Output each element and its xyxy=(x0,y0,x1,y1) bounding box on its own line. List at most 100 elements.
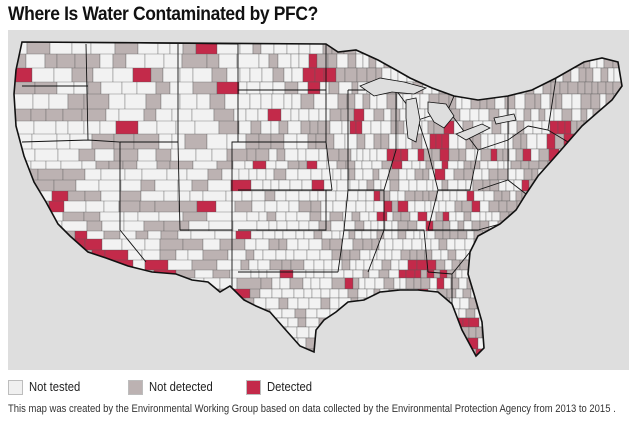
county-cell xyxy=(24,337,44,354)
county-cell xyxy=(389,317,397,328)
county-cell xyxy=(518,42,527,55)
county-cell xyxy=(285,190,300,202)
county-cell xyxy=(429,277,438,290)
county-cell xyxy=(604,133,614,150)
county-cell xyxy=(455,269,463,279)
county-cell xyxy=(584,230,596,240)
county-cell xyxy=(483,277,495,290)
county-cell xyxy=(169,326,191,343)
county-cell xyxy=(333,133,346,150)
county-cell xyxy=(190,358,206,370)
county-cell xyxy=(496,249,504,261)
county-cell xyxy=(565,160,577,170)
county-cell xyxy=(422,168,430,181)
county-cell xyxy=(313,259,325,271)
county-cell xyxy=(66,297,85,314)
county-cell xyxy=(226,348,246,356)
county-cell xyxy=(483,337,495,350)
county-cell xyxy=(298,200,312,213)
county-cell xyxy=(507,308,518,319)
county-cell xyxy=(404,190,416,202)
county-cell xyxy=(402,238,413,251)
county-cell xyxy=(283,67,293,83)
county-cell xyxy=(590,120,602,135)
county-cell xyxy=(482,81,494,95)
county-cell xyxy=(409,249,418,261)
county-cell xyxy=(156,337,174,354)
county-cell xyxy=(271,288,283,299)
county-cell xyxy=(434,337,444,350)
county-cell xyxy=(427,120,435,135)
county-cell xyxy=(389,326,400,339)
county-cell xyxy=(275,211,287,222)
county-cell xyxy=(382,42,393,55)
county-cell xyxy=(356,133,366,150)
county-cell xyxy=(556,259,565,271)
county-cell xyxy=(337,326,351,339)
county-cell xyxy=(620,277,622,290)
county-cell xyxy=(546,133,556,150)
county-cell xyxy=(574,326,583,339)
county-cell xyxy=(138,358,152,370)
county-cell xyxy=(341,259,351,271)
county-cell xyxy=(543,238,554,251)
county-cell xyxy=(70,326,93,343)
county-cell xyxy=(362,93,371,110)
county-cell xyxy=(343,220,356,232)
county-cell xyxy=(396,93,404,110)
county-cell xyxy=(625,161,629,169)
county-cell xyxy=(426,230,436,240)
county-cell xyxy=(590,133,600,150)
county-cell xyxy=(373,108,385,122)
county-cell xyxy=(313,93,327,110)
county-cell xyxy=(433,160,443,170)
county-cell xyxy=(481,53,492,69)
county-cell xyxy=(271,93,285,110)
county-cell xyxy=(508,297,518,310)
county-cell xyxy=(400,249,411,261)
county-cell xyxy=(438,200,447,213)
county-cell xyxy=(429,133,437,150)
county-cell xyxy=(42,337,60,354)
county-cell xyxy=(494,308,502,319)
county-cell xyxy=(567,230,576,240)
county-cell xyxy=(536,133,548,150)
county-cell xyxy=(438,326,448,339)
county-cell xyxy=(555,93,563,110)
county-cell xyxy=(545,230,553,240)
county-cell xyxy=(325,93,339,110)
county-cell xyxy=(278,297,289,310)
county-cell xyxy=(344,133,358,150)
county-cell xyxy=(416,220,427,232)
county-cell xyxy=(480,148,492,162)
county-cell xyxy=(598,269,608,279)
county-cell xyxy=(256,168,267,181)
county-cell xyxy=(599,249,607,261)
county-cell xyxy=(590,93,601,110)
county-cell xyxy=(55,249,78,265)
county-cell xyxy=(376,249,386,261)
county-cell xyxy=(584,317,592,328)
county-cell xyxy=(323,269,333,279)
county-cell xyxy=(398,179,410,192)
county-cell xyxy=(297,168,312,181)
county-cell xyxy=(582,308,590,319)
county-cell xyxy=(574,277,582,290)
county-cell xyxy=(190,297,214,314)
county-cell xyxy=(145,317,159,332)
county-cell xyxy=(488,358,498,366)
county-cell xyxy=(317,348,330,356)
county-cell xyxy=(363,220,372,232)
county-cell xyxy=(406,326,414,339)
map-panel[interactable] xyxy=(8,30,629,370)
county-cell xyxy=(383,200,393,213)
county-cell xyxy=(350,148,358,162)
county-cell xyxy=(468,326,477,339)
county-cell xyxy=(297,317,307,328)
county-cell xyxy=(491,211,501,222)
county-cell xyxy=(604,179,616,192)
county-cell xyxy=(413,317,423,328)
us-county-map[interactable] xyxy=(8,30,629,370)
county-cell xyxy=(160,297,176,314)
county-cell xyxy=(486,93,496,110)
